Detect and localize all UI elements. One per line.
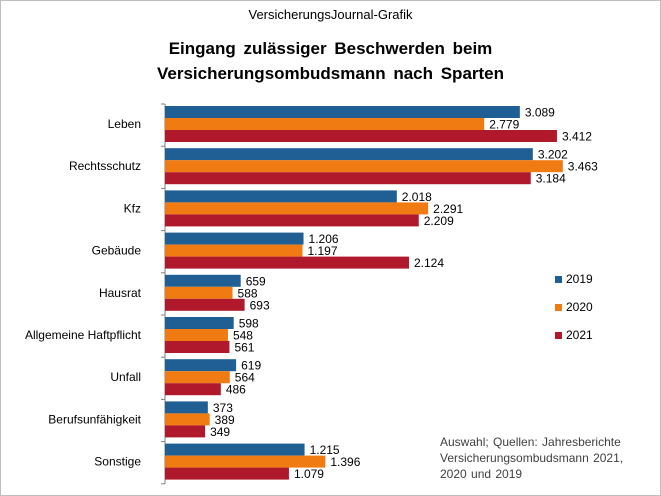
bar-2020 xyxy=(165,371,230,384)
bar-2019 xyxy=(165,359,237,372)
value-label: 1.197 xyxy=(308,244,338,258)
value-label: 2.209 xyxy=(424,214,454,228)
bar-2019 xyxy=(165,401,208,414)
bar-2019 xyxy=(165,190,397,203)
value-label: 2.291 xyxy=(433,202,463,216)
bar-2019 xyxy=(165,106,520,118)
bar-2020 xyxy=(165,118,485,130)
chart-title: Eingang zulässiger Beschwerden beim Vers… xyxy=(0,36,661,86)
bar-2019 xyxy=(165,317,234,329)
legend-label: 2021 xyxy=(566,328,593,342)
legend-swatch-2021 xyxy=(555,332,562,339)
bar-2021 xyxy=(165,172,531,185)
value-label: 1.206 xyxy=(309,232,339,246)
legend-swatch-2020 xyxy=(555,304,562,311)
category-label: Unfall xyxy=(110,370,141,384)
legend-label: 2020 xyxy=(566,300,593,314)
bar-2021 xyxy=(165,425,206,438)
value-label: 373 xyxy=(213,401,233,415)
bar-2021 xyxy=(165,383,221,396)
value-label: 1.396 xyxy=(330,455,360,469)
bar-2019 xyxy=(165,443,305,456)
category-label: Kfz xyxy=(124,201,141,215)
value-label: 1.215 xyxy=(310,443,340,457)
value-label: 598 xyxy=(239,317,259,331)
bar-2020 xyxy=(165,413,210,426)
value-label: 486 xyxy=(226,383,246,397)
bar-2020 xyxy=(165,329,228,341)
chart-title-line-2: Versicherungsombudsmann nach Sparten xyxy=(156,64,505,83)
value-label: 3.463 xyxy=(568,160,598,174)
bar-2021 xyxy=(165,214,419,227)
bar-2021 xyxy=(165,130,557,142)
bar-2019 xyxy=(165,232,304,245)
value-label: 561 xyxy=(234,341,254,355)
bar-2021 xyxy=(165,341,230,353)
value-label: 3.089 xyxy=(525,106,555,120)
category-label: Allgemeine Haftpflicht xyxy=(25,328,142,342)
bar-2020 xyxy=(165,455,326,468)
legend-label: 2019 xyxy=(566,272,593,286)
value-label: 2.018 xyxy=(402,190,432,204)
bar-2020 xyxy=(165,286,233,299)
category-label: Hausrat xyxy=(99,286,142,300)
value-label: 2.124 xyxy=(414,256,444,270)
category-label: Rechtsschutz xyxy=(69,159,141,173)
bar-2021 xyxy=(165,467,289,480)
value-label: 3.412 xyxy=(562,130,592,144)
value-label: 2.779 xyxy=(489,118,519,132)
value-label: 389 xyxy=(215,413,235,427)
bar-2021 xyxy=(165,256,409,269)
bar-2020 xyxy=(165,202,429,215)
value-label: 619 xyxy=(241,359,261,373)
value-label: 693 xyxy=(250,298,270,312)
bar-2019 xyxy=(165,274,241,287)
chart-title-line-1: Eingang zulässiger Beschwerden beim xyxy=(168,39,493,58)
value-label: 564 xyxy=(235,371,255,385)
bar-2020 xyxy=(165,244,303,257)
category-label: Leben xyxy=(108,117,141,131)
source-note: Auswahl; Quellen: Jahresberichte Versich… xyxy=(440,435,624,481)
bar-2020 xyxy=(165,160,563,173)
category-label: Sonstige xyxy=(94,455,141,469)
value-label: 3.202 xyxy=(538,148,568,162)
category-label: Gebäude xyxy=(92,244,142,258)
value-label: 349 xyxy=(210,425,230,439)
bar-2019 xyxy=(165,148,533,161)
value-label: 3.184 xyxy=(536,172,566,186)
value-label: 659 xyxy=(246,274,266,288)
value-label: 588 xyxy=(238,286,258,300)
value-label: 548 xyxy=(233,329,253,343)
source-title: VersicherungsJournal-Grafik xyxy=(248,7,413,22)
value-label: 1.079 xyxy=(294,467,324,481)
bar-2021 xyxy=(165,298,245,311)
category-label: Berufsunfähigkeit xyxy=(48,412,141,426)
legend-swatch-2019 xyxy=(555,276,562,283)
